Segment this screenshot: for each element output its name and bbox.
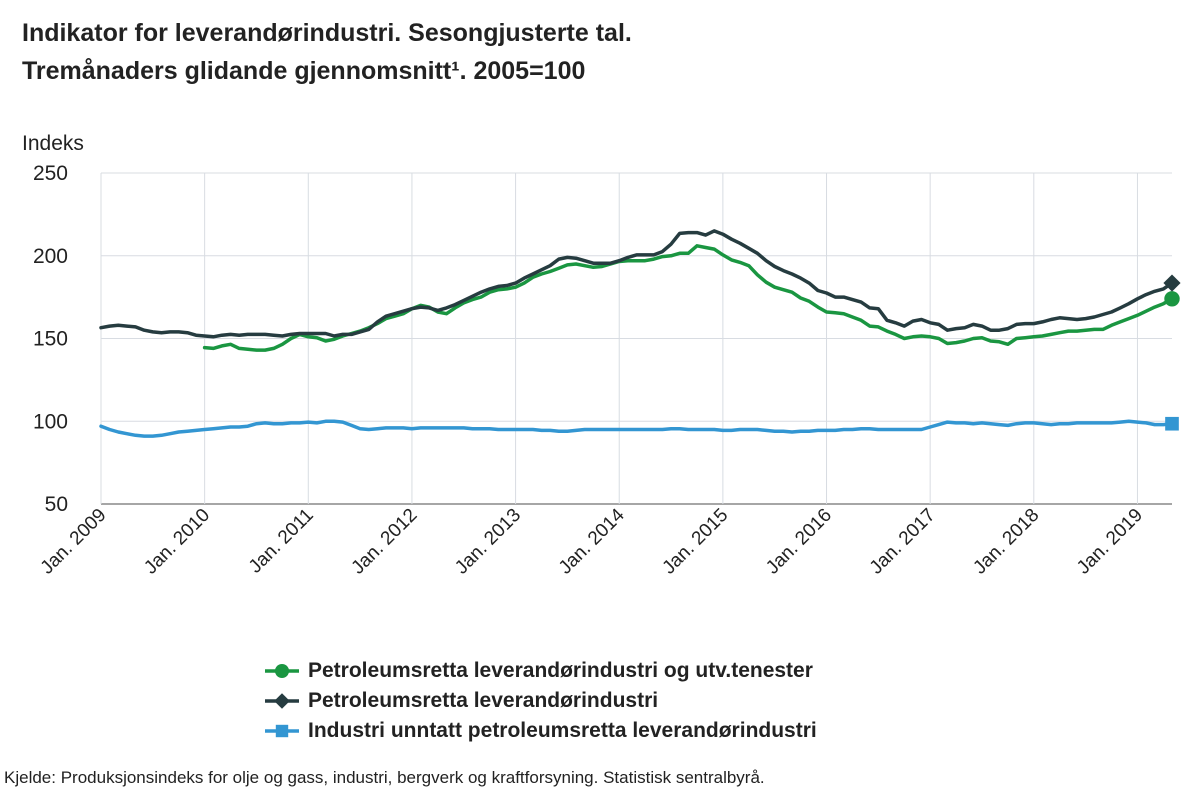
series-group (99, 229, 1181, 339)
legend-item: Petroleumsretta leverandørindustri og ut… (264, 656, 817, 686)
x-tick-label: Jan. 2014 (555, 504, 629, 578)
series-end-marker (1165, 416, 1179, 431)
series-end-marker (1163, 274, 1181, 292)
x-tick-label: Jan. 2011 (245, 505, 318, 578)
legend-label: Industri unntatt petroleumsretta leveran… (308, 719, 817, 742)
series-end-marker (275, 724, 289, 738)
legend: Petroleumsretta leverandørindustri og ut… (264, 656, 817, 746)
series-group (99, 416, 1179, 438)
x-tick-label: Jan. 2018 (969, 505, 1043, 579)
y-tick-label: 200 (33, 245, 68, 268)
source-note: Kjelde: Produksjonsindeks for olje og ga… (4, 768, 765, 787)
y-tick-label: 250 (33, 162, 68, 185)
legend-label: Petroleumsretta leverandørindustri og ut… (308, 659, 813, 682)
series-end-marker (1164, 291, 1180, 307)
chart-title-line-2: Tremånaders glidande gjennomsnitt¹. 2005… (22, 57, 586, 85)
x-tick-label: Jan. 2017 (866, 505, 940, 579)
x-tick-label: Jan. 2019 (1073, 505, 1147, 579)
legend-swatch (265, 693, 299, 709)
x-tick-label: Jan. 2010 (140, 505, 214, 579)
legend-item: Petroleumsretta leverandørindustri (264, 686, 817, 716)
y-tick-label: 150 (33, 328, 68, 351)
legend-item: Industri unntatt petroleumsretta leveran… (264, 716, 817, 746)
x-tick-label: Jan. 2012 (348, 505, 422, 579)
series-end-marker (274, 693, 290, 709)
y-tick-label: 100 (33, 410, 68, 433)
series-line (99, 419, 1174, 438)
y-axis-label: Indeks (22, 132, 84, 155)
grid (100, 172, 1172, 505)
chart-title: Indikator for leverandørindustri. Sesong… (22, 14, 1172, 90)
series-end-marker (275, 664, 289, 678)
y-tick-label: 50 (45, 493, 68, 516)
x-tick-label: Jan. 2016 (762, 505, 836, 579)
legend-label: Petroleumsretta leverandørindustri (308, 689, 659, 712)
legend-swatch (265, 724, 299, 738)
chart-title-line-1: Indikator for leverandørindustri. Sesong… (22, 19, 632, 47)
x-tick-label: Jan. 2015 (659, 505, 733, 579)
series-line (99, 229, 1174, 339)
legend-swatch (265, 664, 299, 678)
x-tick-label: Jan. 2013 (451, 505, 525, 579)
series (99, 229, 1181, 438)
